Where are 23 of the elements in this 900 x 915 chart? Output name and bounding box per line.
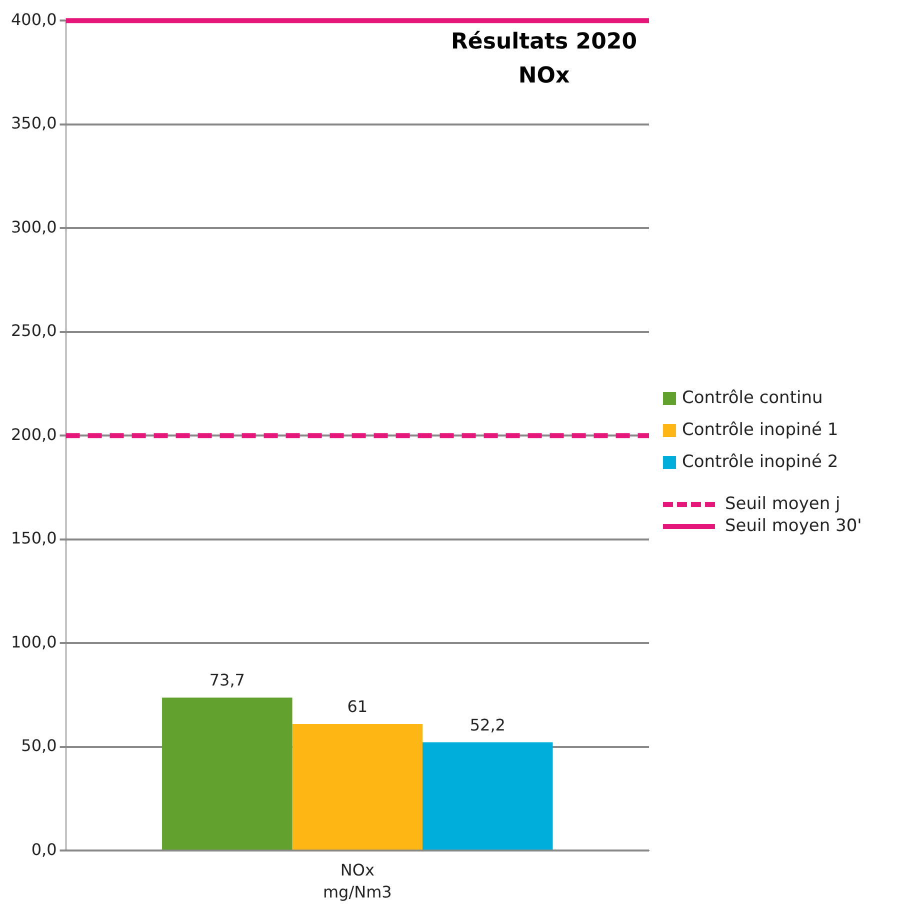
legend-label: Contrôle continu [682, 388, 823, 408]
data-label: 52,2 [470, 715, 506, 734]
data-label: 61 [347, 697, 368, 716]
chart-title: Résultats 2020 [450, 30, 638, 55]
legend-label: Contrôle inopiné 1 [682, 420, 838, 440]
data-label: 73,7 [209, 670, 245, 690]
y-tick-label: 400,0 [10, 10, 57, 29]
x-axis-title: mg/Nm3 [322, 882, 392, 902]
y-tick-label: 300,0 [10, 217, 57, 236]
y-tick-label: 50,0 [21, 736, 57, 756]
text: NOx [518, 64, 570, 89]
legend-label: Seuil moyen 30' [725, 516, 862, 536]
y-tick-label: 150,0 [10, 528, 57, 548]
y-tick-label: 200,0 [10, 424, 57, 444]
y-tick-label: 100,0 [10, 632, 57, 652]
bar [422, 742, 553, 850]
y-tick-label: 350,0 [10, 114, 57, 133]
bar [162, 698, 292, 850]
y-tick-label: 250,0 [10, 321, 57, 340]
legend-label: Seuil moyen j [725, 494, 840, 514]
legend-label: Contrôle inopiné 2 [682, 452, 838, 472]
y-tick-label: 0,0 [31, 840, 57, 859]
bar [292, 724, 423, 850]
